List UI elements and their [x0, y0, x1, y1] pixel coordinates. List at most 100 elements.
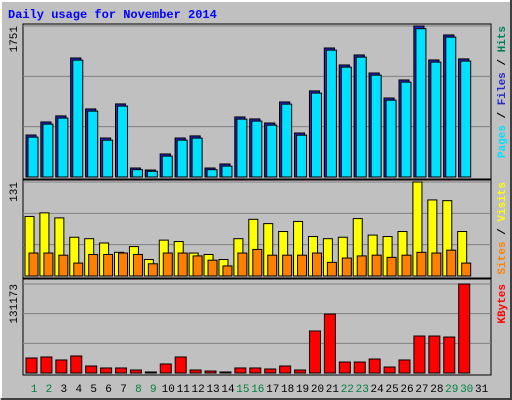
bar	[281, 103, 293, 178]
bar	[297, 254, 308, 277]
x-tick-label: 26	[400, 384, 413, 396]
bar	[445, 36, 457, 178]
bar	[460, 60, 472, 178]
y-tick-label: 131173	[9, 284, 21, 324]
bar	[279, 365, 292, 374]
bar	[88, 253, 99, 277]
bar	[355, 56, 367, 178]
legend-separator: /	[497, 52, 509, 72]
legend-entry: Sites	[497, 241, 509, 274]
chart-title: Daily usage for November 2014	[8, 8, 217, 22]
x-tick-label: 17	[266, 384, 279, 396]
bar	[27, 136, 39, 178]
bar	[264, 368, 277, 374]
bar	[85, 365, 98, 374]
x-tick-label: 18	[281, 384, 294, 396]
bar	[221, 165, 233, 178]
x-tick-label: 4	[75, 384, 82, 396]
x-tick-label: 28	[430, 384, 443, 396]
bar	[192, 255, 203, 277]
bar	[159, 363, 172, 374]
bar	[416, 251, 427, 277]
x-tick-label: 8	[135, 384, 142, 396]
x-tick-label: 13	[206, 384, 219, 396]
bar	[341, 257, 352, 277]
legend-separator: /	[497, 222, 509, 242]
x-tick-label: 20	[311, 384, 324, 396]
bar	[323, 313, 336, 374]
bar	[204, 370, 217, 374]
bar	[144, 371, 157, 374]
bar	[55, 359, 68, 374]
bar	[102, 139, 114, 178]
bar	[400, 81, 412, 178]
bar	[70, 355, 83, 374]
legend-entry: KBytes	[497, 284, 509, 324]
bar	[219, 371, 232, 374]
bar	[207, 259, 218, 277]
bar	[28, 252, 39, 277]
bar	[446, 249, 457, 277]
bar	[234, 367, 247, 374]
bar	[356, 255, 367, 277]
bar	[58, 254, 69, 277]
bar	[117, 105, 129, 178]
bar	[146, 170, 158, 178]
bar	[236, 118, 248, 178]
bar	[282, 254, 293, 277]
legend-entry: Hits	[497, 26, 509, 52]
bar	[431, 252, 442, 277]
bar	[161, 155, 173, 178]
bar	[443, 336, 456, 374]
bar	[385, 99, 397, 178]
bar	[237, 252, 248, 277]
plot-area	[22, 278, 492, 376]
x-tick-label: 31	[475, 384, 489, 396]
bar	[326, 261, 337, 277]
x-tick-label: 21	[326, 384, 340, 396]
bar	[428, 335, 441, 374]
bar	[401, 254, 412, 277]
x-tick-label: 3	[61, 384, 68, 396]
legend-entry: Files	[497, 72, 509, 105]
bar	[310, 92, 322, 178]
bar	[73, 262, 84, 277]
bar	[57, 117, 69, 178]
bar	[189, 369, 202, 374]
bar	[267, 254, 278, 277]
bar	[222, 265, 233, 277]
x-tick-label: 14	[221, 384, 235, 396]
bar	[371, 254, 382, 277]
bar	[174, 356, 187, 374]
bar	[43, 252, 54, 277]
bar	[103, 253, 114, 277]
x-tick-label: 11	[177, 384, 191, 396]
bar	[132, 253, 143, 277]
legend: Pages / Files / Hits	[497, 26, 509, 158]
bar	[191, 137, 203, 178]
x-tick-label: 23	[356, 384, 369, 396]
x-tick-label: 2	[46, 384, 53, 396]
bar	[100, 367, 113, 374]
bar	[458, 283, 471, 374]
bar	[162, 252, 173, 277]
legend-entry: Pages	[497, 125, 509, 158]
x-tick-label: 15	[236, 384, 249, 396]
x-tick-label: 19	[296, 384, 309, 396]
x-tick-label: 1	[31, 384, 38, 396]
x-tick-label: 29	[445, 384, 458, 396]
x-tick-label: 16	[251, 384, 264, 396]
legend: Sites / Visits	[497, 182, 509, 274]
bar	[42, 123, 54, 178]
bar	[206, 169, 218, 178]
x-tick-label: 30	[460, 384, 473, 396]
bar	[415, 28, 427, 178]
bar	[368, 358, 381, 374]
bar	[294, 369, 307, 374]
bar	[266, 124, 278, 178]
bar	[308, 330, 321, 374]
bar	[338, 361, 351, 374]
bar	[249, 367, 262, 374]
